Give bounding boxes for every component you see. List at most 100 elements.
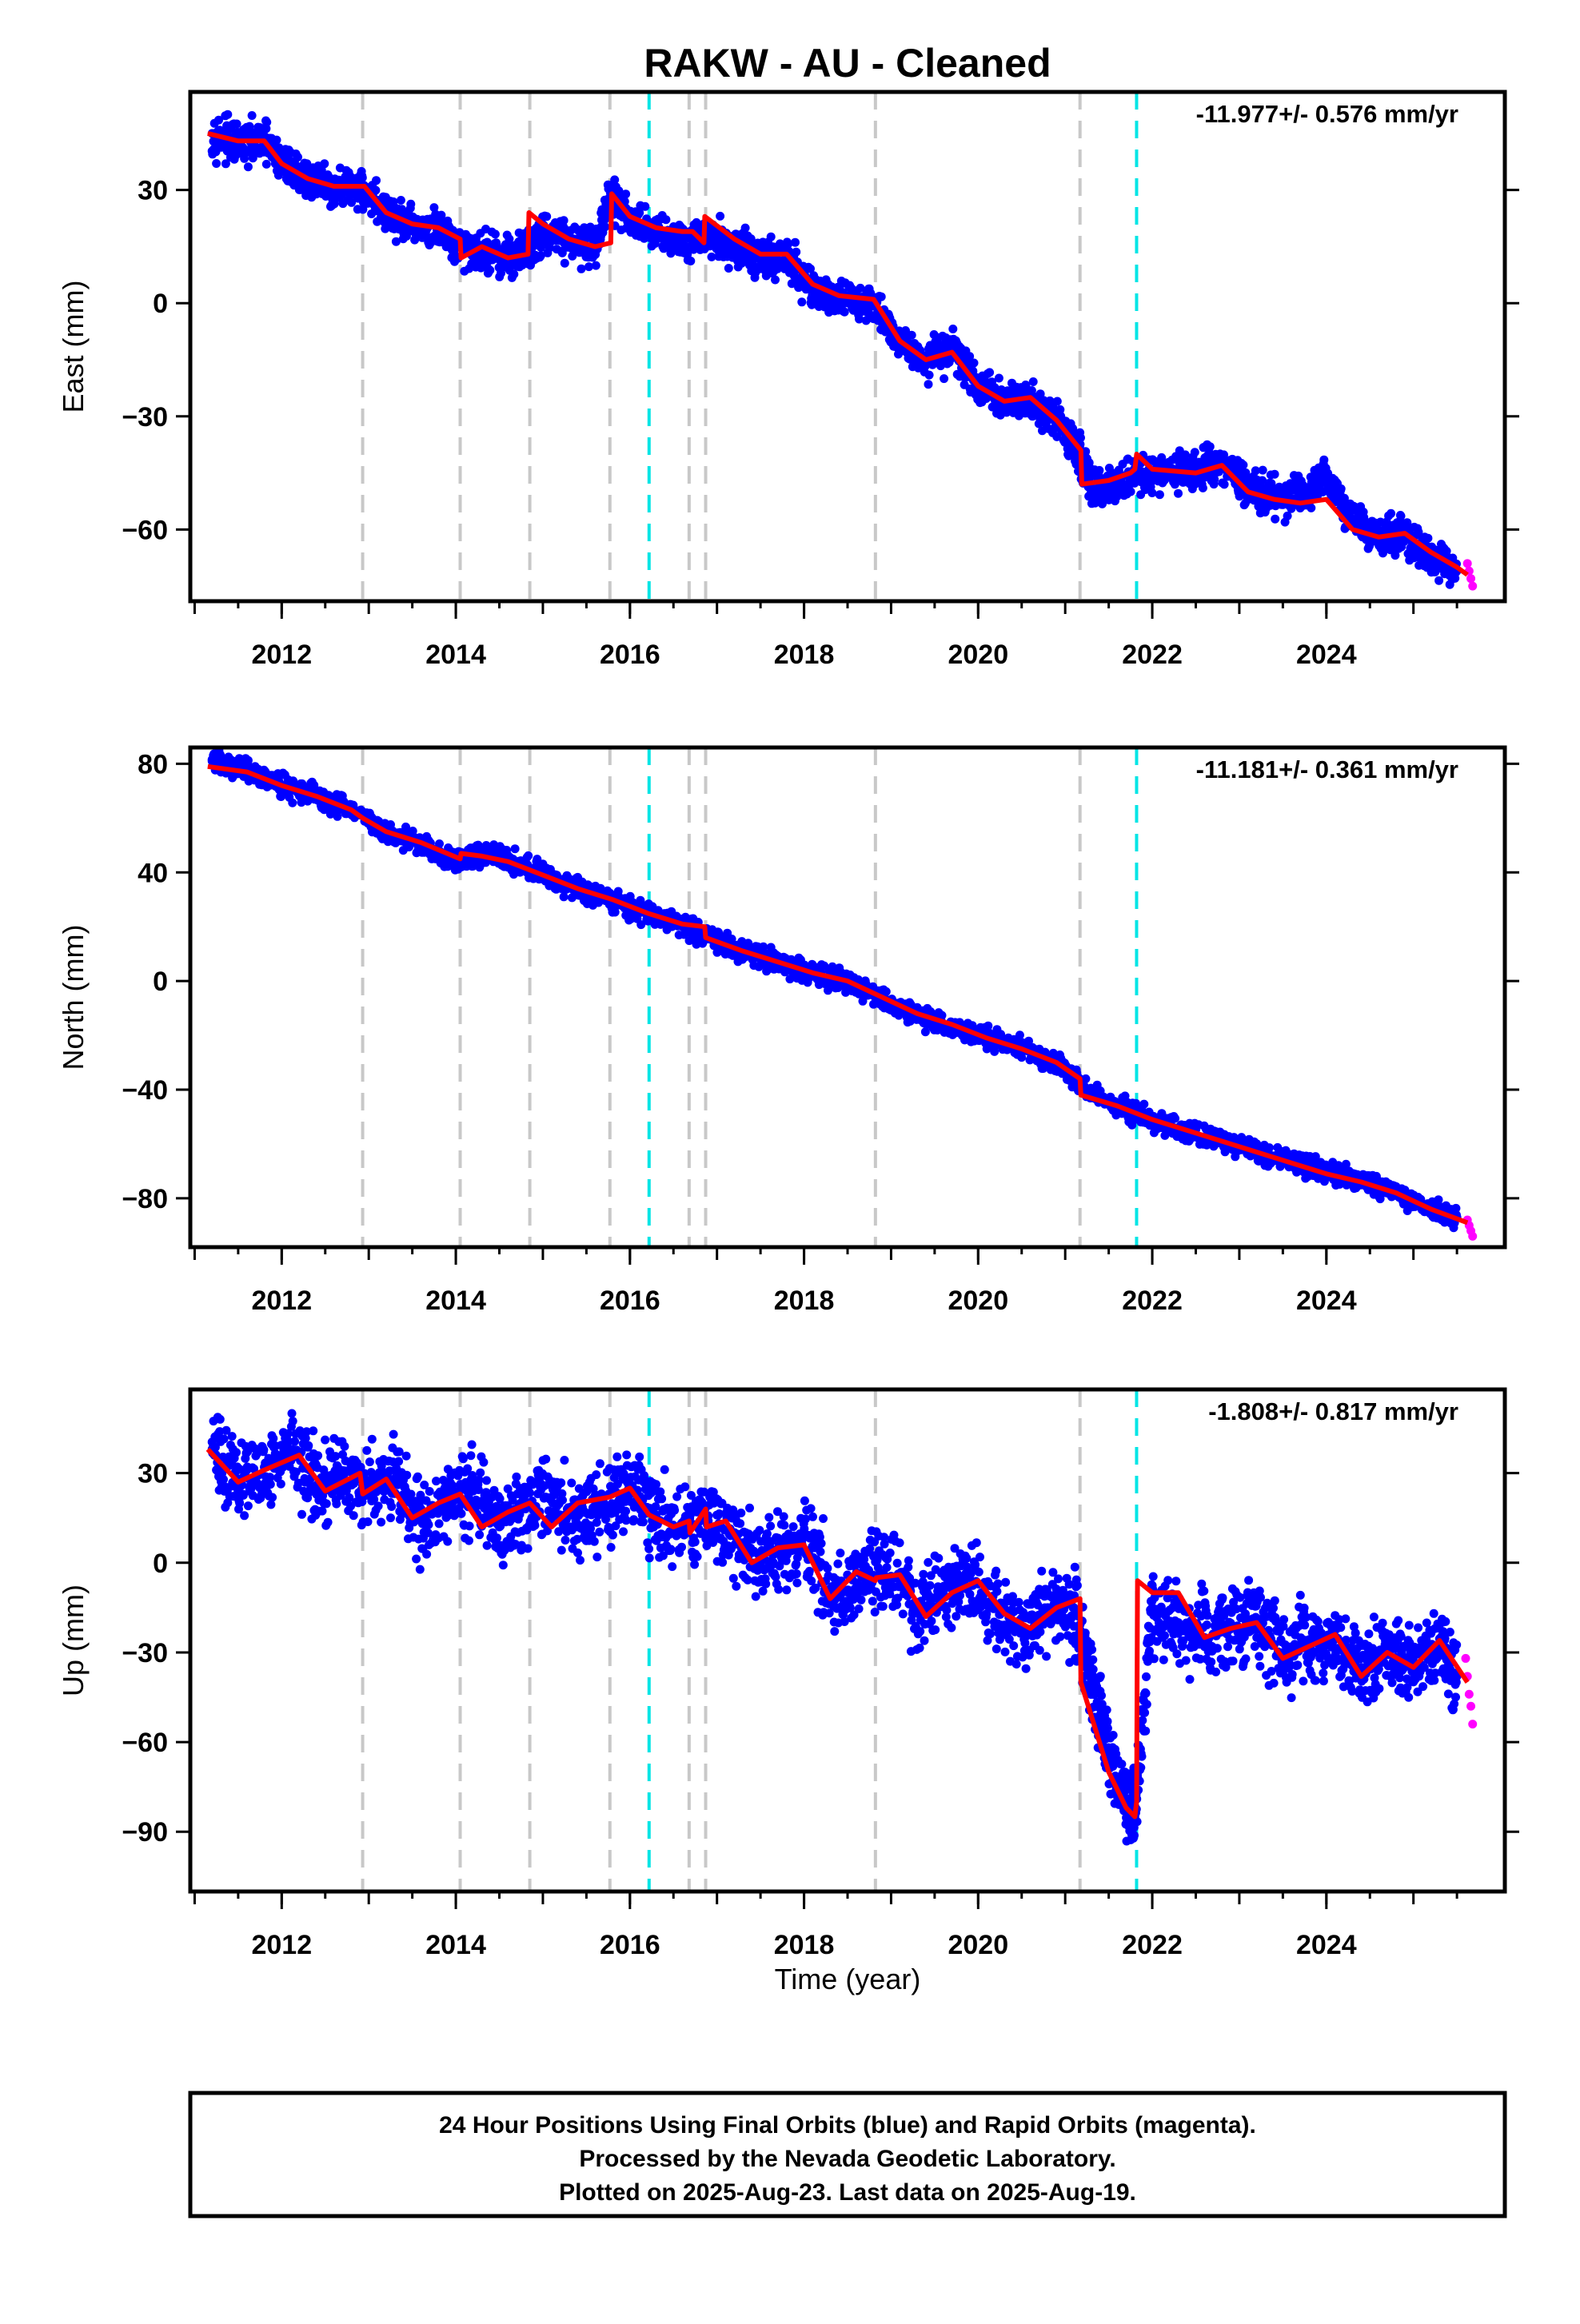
y-axis-label: East (mm) xyxy=(57,281,90,413)
final-orbit-point xyxy=(1319,456,1328,464)
final-orbit-point xyxy=(244,162,253,171)
y-tick-label: −60 xyxy=(122,515,168,545)
final-orbit-point xyxy=(1265,1143,1274,1152)
final-orbit-point xyxy=(288,799,297,807)
final-orbit-point xyxy=(1307,504,1315,512)
final-orbit-point xyxy=(640,202,649,211)
final-orbit-point xyxy=(1127,488,1135,496)
x-tick-label: 2024 xyxy=(1296,640,1357,670)
final-orbit-point xyxy=(542,212,551,221)
final-orbit-point xyxy=(661,215,670,224)
final-orbit-point xyxy=(491,229,500,238)
final-orbit-point xyxy=(320,159,329,168)
final-orbit-point xyxy=(970,359,979,368)
final-orbit-point xyxy=(877,293,886,301)
final-orbit-point xyxy=(273,136,281,145)
plot-area xyxy=(208,110,1478,591)
final-orbit-point xyxy=(882,987,891,996)
final-orbit-point xyxy=(561,259,569,268)
final-orbit-point xyxy=(1155,490,1164,499)
x-tick-label: 2014 xyxy=(425,640,486,670)
final-orbit-point xyxy=(924,380,933,389)
final-orbit-point xyxy=(1015,1030,1024,1039)
final-orbit-point xyxy=(511,844,520,853)
plot-frame xyxy=(190,92,1505,601)
final-orbit-series xyxy=(208,110,1462,589)
final-orbit-point xyxy=(1239,460,1247,469)
final-orbit-point xyxy=(397,196,405,205)
final-orbit-point xyxy=(1434,576,1443,585)
final-orbit-point xyxy=(741,224,750,233)
final-orbit-point xyxy=(600,222,609,231)
final-orbit-point xyxy=(995,374,1003,383)
velocity-annotation: -11.977+/- 0.576 mm/yr xyxy=(1196,100,1458,128)
rapid-orbit-point xyxy=(1468,582,1477,591)
x-tick-label: 2012 xyxy=(251,640,312,670)
final-orbit-point xyxy=(406,200,415,209)
final-orbit-point xyxy=(792,248,800,257)
final-orbit-point xyxy=(1171,1114,1179,1123)
chart-title: RAKW - AU - Cleaned xyxy=(644,41,1051,86)
final-orbit-point xyxy=(1029,377,1038,386)
final-orbit-point xyxy=(985,368,994,377)
final-orbit-point xyxy=(372,176,381,185)
rapid-orbit-point xyxy=(1466,574,1475,583)
final-orbit-point xyxy=(208,756,217,765)
final-orbit-point xyxy=(1397,512,1406,520)
final-orbit-point xyxy=(1174,489,1183,498)
final-orbit-point xyxy=(1206,442,1215,451)
final-orbit-point xyxy=(577,265,586,273)
x-tick-label: 2022 xyxy=(1122,640,1183,670)
final-orbit-point xyxy=(940,374,948,383)
final-orbit-point xyxy=(1076,433,1085,442)
plot-area xyxy=(208,747,1478,1241)
final-orbit-point xyxy=(724,264,733,273)
final-orbit-point xyxy=(212,159,221,168)
final-orbit-point xyxy=(686,257,695,265)
final-orbit-point xyxy=(592,261,600,270)
final-orbit-point xyxy=(948,325,957,333)
final-orbit-point xyxy=(1191,448,1199,456)
y-tick-label: −30 xyxy=(122,402,168,433)
final-orbit-point xyxy=(1113,480,1122,488)
rapid-orbit-point xyxy=(1463,559,1472,568)
final-orbit-point xyxy=(1386,509,1395,518)
final-orbit-point xyxy=(1147,488,1156,497)
final-orbit-point xyxy=(1139,1100,1148,1109)
final-orbit-point xyxy=(233,120,241,129)
final-orbit-point xyxy=(678,235,687,244)
final-orbit-point xyxy=(1220,480,1229,488)
final-orbit-point xyxy=(1379,548,1387,557)
final-orbit-point xyxy=(1337,484,1346,493)
final-orbit-point xyxy=(925,371,934,380)
final-orbit-point xyxy=(840,308,849,317)
final-orbit-point xyxy=(1271,515,1279,524)
final-orbit-point xyxy=(797,297,806,306)
x-tick-label: 2018 xyxy=(774,640,835,670)
final-orbit-point xyxy=(509,270,518,279)
final-orbit-point xyxy=(1259,466,1267,475)
final-orbit-point xyxy=(262,160,271,169)
final-orbit-point xyxy=(716,212,724,221)
final-orbit-point xyxy=(524,851,533,860)
final-orbit-point xyxy=(485,266,494,275)
final-orbit-point xyxy=(771,276,780,285)
final-orbit-point xyxy=(767,233,776,241)
final-orbit-point xyxy=(1081,1074,1090,1083)
final-orbit-point xyxy=(908,331,916,340)
final-orbit-point xyxy=(621,189,630,198)
final-orbit-point xyxy=(1199,484,1207,492)
final-orbit-point xyxy=(1423,534,1432,543)
final-orbit-point xyxy=(1271,470,1279,479)
x-tick-label: 2016 xyxy=(600,640,660,670)
final-orbit-point xyxy=(293,153,302,161)
x-tick-label: 2020 xyxy=(948,640,1008,670)
y-tick-label: 30 xyxy=(138,176,168,206)
final-orbit-point xyxy=(560,216,569,225)
rapid-orbit-point xyxy=(1468,1232,1477,1241)
final-orbit-point xyxy=(1322,472,1331,481)
